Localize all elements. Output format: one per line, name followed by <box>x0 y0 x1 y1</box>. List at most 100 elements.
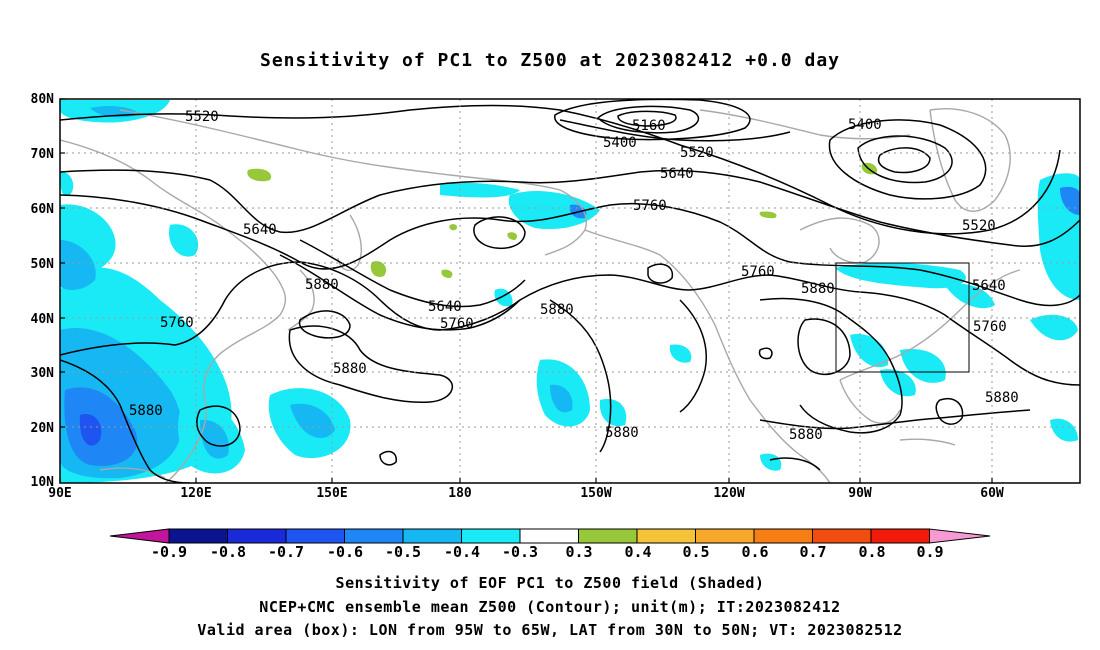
colorbar-label: -0.3 <box>501 543 539 561</box>
lon-label-120w: 120W <box>713 486 745 501</box>
contour-5760-closed-1 <box>473 216 526 249</box>
lon-label-120e: 120E <box>180 486 212 501</box>
colorbar-segment <box>695 528 755 544</box>
contour-label: 5880 <box>605 425 639 441</box>
lat-label-40n: 40N <box>30 312 54 327</box>
lon-label-90e: 90E <box>48 486 72 501</box>
colorbar-segment <box>402 528 462 544</box>
coast-japan <box>287 269 315 331</box>
shade-patch-alaska-2 <box>508 190 600 230</box>
contour-label: 5760 <box>741 264 775 280</box>
contour-5760-small <box>758 347 773 360</box>
lon-label-60w: 60W <box>980 486 1004 501</box>
colorbar-segment <box>578 528 638 544</box>
contour-label: 5520 <box>680 145 714 161</box>
colorbar-label: -0.9 <box>150 543 188 561</box>
shade-patch-box-east <box>945 283 995 309</box>
coast-kamchatka <box>337 214 362 272</box>
colorbar-cap-right <box>929 528 991 544</box>
lon-label-180: 180 <box>448 486 472 501</box>
contour-label: 5880 <box>985 390 1019 406</box>
shade-patch-indian-deep <box>79 414 102 446</box>
contour-5760-closed-2 <box>647 263 674 284</box>
contour-5400-low-inner <box>857 135 953 184</box>
shade-patch-eastern-pac <box>669 344 692 363</box>
map-title: Sensitivity of PC1 to Z500 at 2023082412… <box>259 50 840 71</box>
shade-patch-green-7 <box>449 224 458 231</box>
lat-label-30n: 30N <box>30 366 54 381</box>
contour-label: 5520 <box>962 218 996 234</box>
shade-patch-atlantic-3 <box>1050 418 1078 442</box>
colorbar-label: -0.5 <box>384 543 422 561</box>
contour-label: 5760 <box>440 316 474 332</box>
colorbar-segment <box>753 528 813 544</box>
contour-5880-indian <box>60 359 191 483</box>
colorbar-segment <box>285 528 345 544</box>
shade-patch-green-3 <box>441 269 453 278</box>
lat-label-50n: 50N <box>30 257 54 272</box>
contour-label: 5880 <box>540 302 574 318</box>
contour-label: 5640 <box>243 222 277 238</box>
coast-greenland <box>929 108 1011 212</box>
colorbar-label: -0.7 <box>267 543 305 561</box>
shade-patch-green-2 <box>370 261 387 277</box>
shade-patch-caribbean <box>900 349 946 383</box>
contour-5160-inner <box>596 105 700 134</box>
shade-patch-green-1 <box>247 168 272 182</box>
colorbar-segment <box>812 528 872 544</box>
colorbar-label: 0.8 <box>858 543 886 561</box>
colorbar-segment <box>519 528 579 544</box>
contour-label: 5880 <box>333 361 367 377</box>
colorbar-label: 0.9 <box>916 543 944 561</box>
contour-label: 5640 <box>428 299 462 315</box>
contour-5880-south <box>759 409 1031 430</box>
colorbar-label: -0.4 <box>443 543 481 561</box>
shade-patch-indian-ocean-core <box>64 387 138 466</box>
contour-label: 5640 <box>972 278 1006 294</box>
footer-line-3: Valid area (box): LON from 95W to 65W, L… <box>197 621 903 639</box>
contour-label: 5880 <box>129 403 163 419</box>
footer-line-2: NCEP+CMC ensemble mean Z500 (Contour); u… <box>259 598 841 616</box>
contour-lines <box>60 99 1080 483</box>
axis-ticks <box>59 98 993 483</box>
contour-5400-low-core <box>877 147 931 174</box>
contour-5640-trough <box>299 239 526 308</box>
colorbar-cap-left <box>109 528 170 544</box>
lon-label-90w: 90W <box>848 486 872 501</box>
shade-patch-alaska-1 <box>440 182 520 198</box>
colorbar-label: 0.6 <box>741 543 769 561</box>
shade-patch-aleutian <box>494 288 513 307</box>
lat-label-80n: 80N <box>30 92 54 107</box>
contour-5880-epac <box>679 299 707 413</box>
lon-label-150e: 150E <box>316 486 348 501</box>
coast-gulf <box>839 379 901 424</box>
coast-north-america-east <box>839 269 1021 381</box>
coast-hudson <box>799 217 880 264</box>
contour-label: 5760 <box>160 315 194 331</box>
contour-5880-gulf-low <box>797 318 851 376</box>
map-frame <box>59 98 1081 484</box>
shade-patch-west-mid <box>60 171 74 196</box>
contour-label: 5400 <box>603 135 637 151</box>
shade-patch-central-pac-2 <box>550 384 573 413</box>
coast-siberia-north <box>119 109 451 176</box>
shade-patch-philippine-2 <box>200 419 229 459</box>
shade-patch-sea-1 <box>169 224 199 257</box>
valid-area-box <box>835 262 970 373</box>
contour-5880-closed-bering <box>298 310 351 339</box>
contour-label: 5760 <box>973 319 1007 335</box>
footer-line-1: Sensitivity of EOF PC1 to Z500 field (Sh… <box>335 574 765 592</box>
contour-label-layer: 5520 5160 5400 5520 5400 5640 5760 5640 … <box>129 109 1019 443</box>
lat-label-10n: 10N <box>30 475 54 490</box>
shade-patch-green-5 <box>759 211 777 219</box>
contour-label: 5160 <box>632 118 666 134</box>
contour-label: 5640 <box>660 166 694 182</box>
colorbar-segment <box>344 528 404 544</box>
colorbar-label: 0.3 <box>565 543 593 561</box>
colorbar-segment <box>227 528 287 544</box>
contour-label: 5880 <box>305 277 339 293</box>
shade-patch-gulf-2 <box>880 369 916 397</box>
contour-5880-pac-ridge <box>288 325 454 404</box>
shade-patch-green-6 <box>507 232 518 240</box>
